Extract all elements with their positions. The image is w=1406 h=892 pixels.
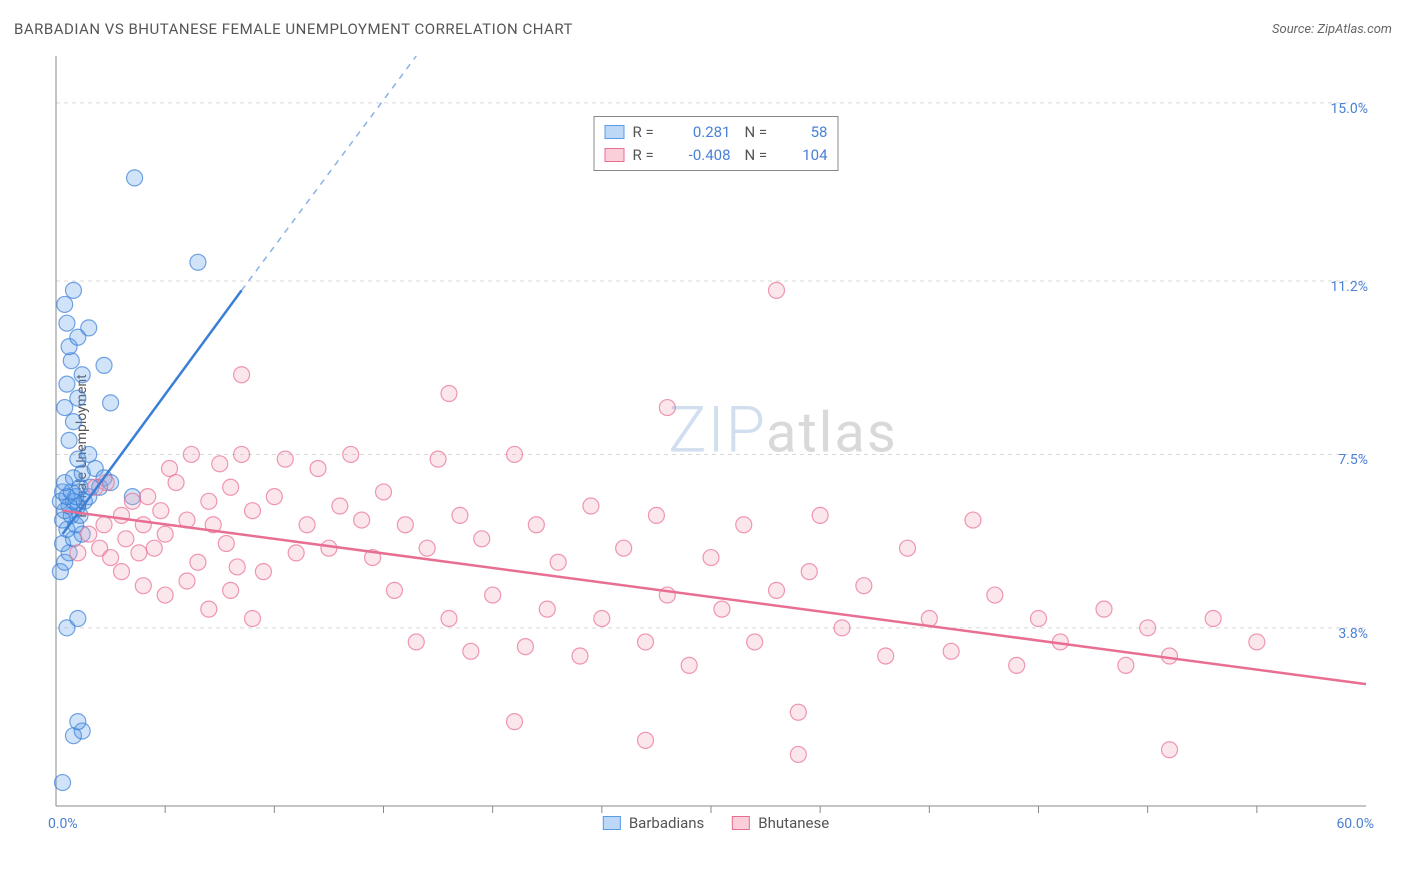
legend-swatch [732, 816, 750, 830]
r-value: 0.281 [671, 121, 731, 144]
y-tick-label: 3.8% [1338, 626, 1368, 642]
legend-item: Bhutanese [732, 814, 829, 832]
y-tick-label: 7.5% [1338, 452, 1368, 468]
legend-row: R = 0.281 N = 58 [605, 121, 828, 144]
n-value: 104 [788, 144, 828, 167]
x-max-label: 60.0% [1336, 816, 1374, 832]
n-label: N = [745, 121, 780, 144]
scatter-plot [46, 56, 1386, 836]
y-tick-label: 11.2% [1330, 279, 1368, 295]
series-legend: Barbadians Bhutanese [603, 814, 829, 832]
n-label: N = [745, 144, 780, 167]
legend-item: Barbadians [603, 814, 704, 832]
legend-row: R = -0.408 N = 104 [605, 144, 828, 167]
legend-swatch [603, 816, 621, 830]
chart-area: ZIPatlas R =0.281N =58R =-0.408N =104 Ba… [46, 56, 1386, 836]
r-label: R = [633, 121, 663, 144]
y-tick-label: 15.0% [1330, 101, 1368, 117]
x-min-label: 0.0% [48, 816, 78, 832]
n-value: 58 [788, 121, 828, 144]
correlation-legend: R = 0.281 N = 58 R = -0.408 N = 104 [594, 116, 839, 171]
r-label: R = [633, 144, 663, 167]
legend-label: Bhutanese [758, 814, 829, 832]
chart-header: BARBADIAN VS BHUTANESE FEMALE UNEMPLOYME… [14, 20, 1392, 38]
r-value: -0.408 [671, 144, 731, 167]
legend-swatch [605, 125, 625, 139]
legend-label: Barbadians [629, 814, 704, 832]
chart-title: BARBADIAN VS BHUTANESE FEMALE UNEMPLOYME… [14, 20, 573, 38]
source-label: Source: ZipAtlas.com [1272, 22, 1392, 37]
legend-swatch [605, 148, 625, 162]
